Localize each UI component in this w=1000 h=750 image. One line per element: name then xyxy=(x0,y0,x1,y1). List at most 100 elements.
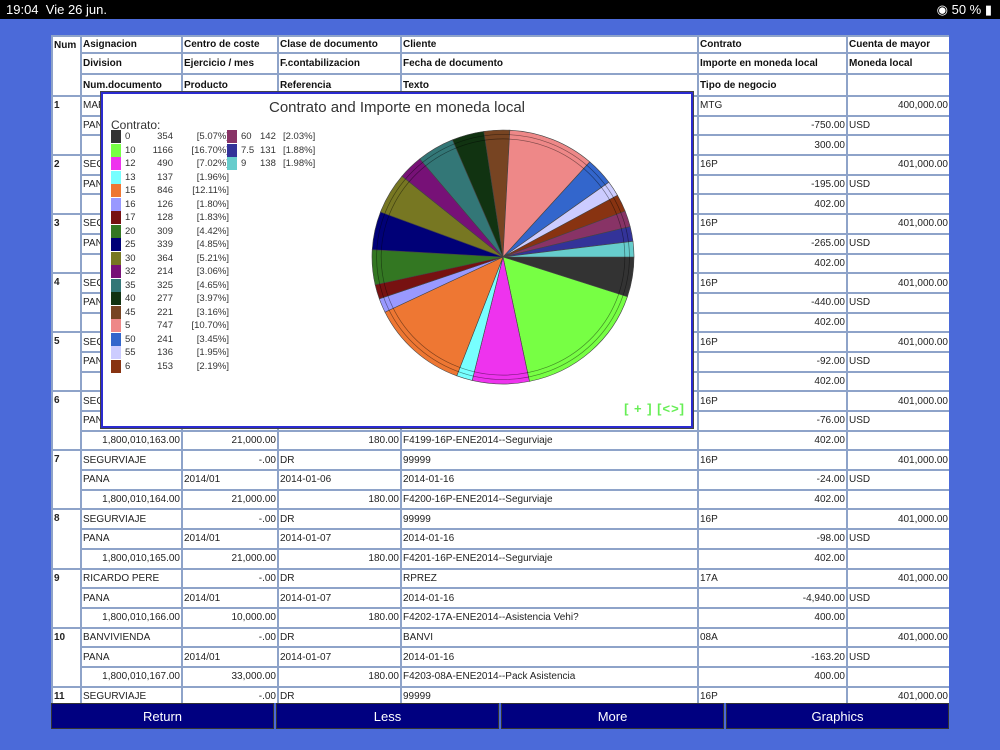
table-row[interactable]: 1,800,010,163.00 21,000.00 180.00 F4199-16P… xyxy=(52,429,949,452)
column-header[interactable]: Asignacion xyxy=(80,35,183,54)
column-header[interactable]: Tipo de negocio xyxy=(697,73,848,97)
column-header[interactable]: Clase de documento xyxy=(277,35,402,54)
table-cell xyxy=(846,370,949,393)
table-cell: -.00 xyxy=(181,626,279,649)
table-cell: 401,000.00 xyxy=(846,626,949,649)
table-cell: 400.00 xyxy=(697,606,848,629)
legend-item: 5 747 [10.70%] xyxy=(111,319,229,333)
table-cell xyxy=(846,193,949,216)
table-cell: RPREZ xyxy=(400,567,699,590)
table-cell xyxy=(846,311,949,334)
legend-swatch xyxy=(111,278,121,292)
table-cell: 16P xyxy=(697,390,848,412)
table-row[interactable]: PANA 2014/01 2014-01-07 2014-01-16 -4,940.00… xyxy=(52,587,949,609)
column-header[interactable]: Cliente xyxy=(400,35,699,54)
table-row[interactable]: 9 RICARDO PERE -.00 DR RPREZ 17A 401,000.00 xyxy=(51,567,949,629)
legend-percent: [3.45%] xyxy=(196,333,229,345)
column-header[interactable]: Importe en moneda local xyxy=(697,52,848,75)
table-cell: 16P xyxy=(697,331,848,353)
table-row[interactable]: PANA 2014/01 2014-01-07 2014-01-16 -163.20 US… xyxy=(52,646,949,668)
table-cell: USD xyxy=(846,528,949,550)
legend-label: 32 xyxy=(125,266,136,277)
column-header[interactable]: Division xyxy=(80,52,183,75)
column-header[interactable]: Fecha de documento xyxy=(400,52,699,75)
legend-swatch xyxy=(111,251,121,265)
table-cell: 400,000.00 xyxy=(846,95,949,117)
table-row[interactable]: PANA 2014/01 2014-01-06 2014-01-16 -24.00 USD xyxy=(52,469,949,491)
table-cell: 99999 xyxy=(400,685,699,703)
column-header[interactable]: Num xyxy=(51,35,82,97)
legend-value: 1166 xyxy=(152,144,173,156)
legend-swatch xyxy=(111,305,121,319)
graphics-button[interactable]: Graphics xyxy=(726,703,949,729)
table-row[interactable]: PANA 2014/01 2014-01-07 2014-01-16 -98.00 USD xyxy=(52,528,949,550)
column-header[interactable]: Cuenta de mayor xyxy=(846,35,949,54)
column-header[interactable] xyxy=(846,73,949,97)
table-cell: F4200-16P-ENE2014--Segurviaje xyxy=(400,488,699,511)
status-date: Vie 26 jun. xyxy=(45,2,107,17)
record-number: 9 xyxy=(51,567,82,629)
legend-value: 138 xyxy=(260,158,276,169)
legend-swatch xyxy=(111,130,121,143)
legend-label: 10 xyxy=(125,144,136,156)
table-cell: -750.00 xyxy=(697,114,848,137)
column-header[interactable]: Contrato xyxy=(697,35,848,54)
table-cell: USD xyxy=(846,291,949,314)
pie-chart xyxy=(371,129,635,385)
table-cell: -.00 xyxy=(181,567,279,590)
table-cell: 99999 xyxy=(400,449,699,472)
legend-swatch xyxy=(111,346,121,359)
table-cell: 08A xyxy=(697,626,848,649)
legend-item: 7.5 131 [1.88%] xyxy=(227,143,327,158)
legend-swatch xyxy=(227,130,237,143)
legend-percent: [7.02%] xyxy=(196,158,229,169)
table-cell: 2014/01 xyxy=(181,469,279,491)
table-row[interactable]: 11 SEGURVIAJE -.00 DR 99999 16P 401,000.00 xyxy=(51,685,949,703)
header-row: Num Asignacion Centro de coste Clase de doc… xyxy=(51,35,949,97)
legend-item: 10 1166 [16.70%] xyxy=(111,143,229,158)
table-cell: DR xyxy=(277,685,402,703)
less-button[interactable]: Less xyxy=(276,703,499,729)
return-button[interactable]: Return xyxy=(51,703,274,729)
table-cell: 1,800,010,164.00 xyxy=(80,488,183,511)
legend-percent: [12.11%] xyxy=(192,185,229,196)
legend-item: 35 325 [4.65%] xyxy=(111,278,229,293)
legend-percent: [3.16%] xyxy=(196,306,229,318)
legend-item: 9 138 [1.98%] xyxy=(227,157,327,171)
pie-rim xyxy=(376,134,630,380)
table-cell: F4202-17A-ENE2014--Asistencia Vehi? xyxy=(400,606,699,629)
table-row[interactable]: 1,800,010,167.00 33,000.00 180.00 F4203-08A… xyxy=(52,665,949,688)
table-row[interactable]: 7 SEGURVIAJE -.00 DR 99999 16P 401,000.00 xyxy=(51,449,949,511)
table-cell: 180.00 xyxy=(277,547,402,570)
table-cell: 2014-01-06 xyxy=(277,469,402,491)
legend-item: 55 136 [1.95%] xyxy=(111,346,229,360)
table-cell: 401,000.00 xyxy=(846,567,949,590)
table-row[interactable]: 1,800,010,165.00 21,000.00 180.00 F4201-16P… xyxy=(52,547,949,570)
column-header[interactable]: Moneda local xyxy=(846,52,949,75)
legend-percent: [1.95%] xyxy=(196,347,229,358)
column-header[interactable]: Centro de coste xyxy=(181,35,279,54)
table-row[interactable]: 10 BANVIVIENDA -.00 DR BANVI 08A 401,000.00 xyxy=(51,626,949,688)
table-cell: 401,000.00 xyxy=(846,685,949,703)
table-cell: 1,800,010,163.00 xyxy=(80,429,183,452)
legend-label: 9 xyxy=(241,158,247,169)
chart-title: Contrato and Importe en moneda local xyxy=(269,99,525,116)
table-cell: 401,000.00 xyxy=(846,272,949,294)
table-cell: DR xyxy=(277,626,402,649)
more-button[interactable]: More xyxy=(501,703,724,729)
record-number: 5 xyxy=(51,331,82,393)
table-cell xyxy=(846,488,949,511)
table-cell: 1,800,010,166.00 xyxy=(80,606,183,629)
legend-swatch xyxy=(111,319,121,332)
column-header[interactable]: F.contabilizacion xyxy=(277,52,402,75)
table-row[interactable]: 1,800,010,166.00 10,000.00 180.00 F4202-17A… xyxy=(52,606,949,629)
table-row[interactable]: 1,800,010,164.00 21,000.00 180.00 F4200-16P… xyxy=(52,488,949,511)
legend-value: 846 xyxy=(157,185,173,196)
column-header[interactable]: Ejercicio / mes xyxy=(181,52,279,75)
table-cell: 402.00 xyxy=(697,488,848,511)
table-row[interactable]: 8 SEGURVIAJE -.00 DR 99999 16P 401,000.00 xyxy=(51,508,949,570)
table-cell: 2014-01-16 xyxy=(400,528,699,550)
chart-controls[interactable]: [ + ] [<>] xyxy=(624,401,685,416)
table-cell: USD xyxy=(846,587,949,609)
legend-swatch xyxy=(111,197,121,211)
